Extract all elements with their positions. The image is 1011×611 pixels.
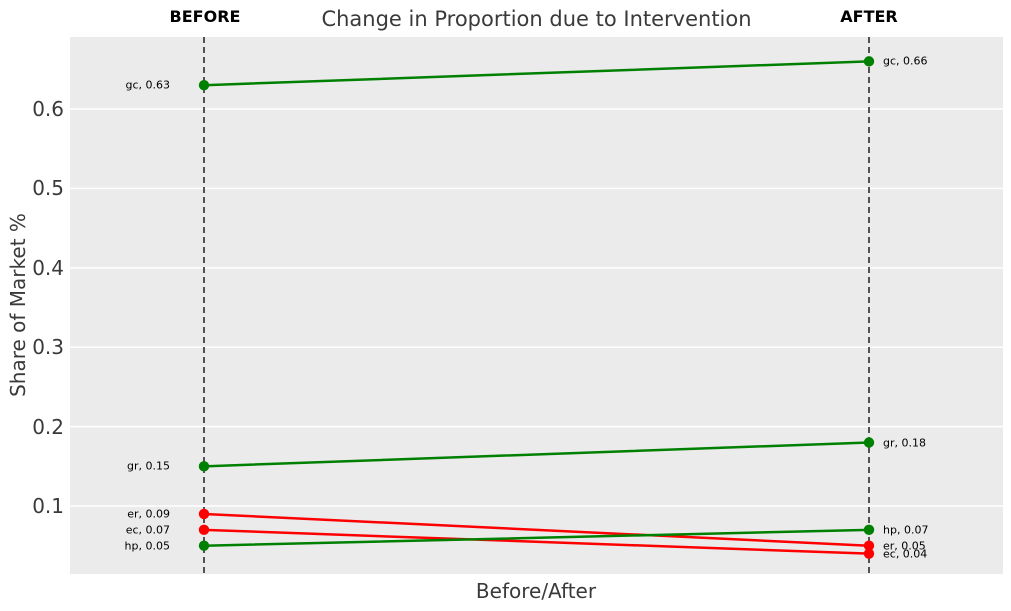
series-line-hp	[202, 528, 871, 547]
point-gr-before	[198, 461, 210, 472]
plot-area	[70, 37, 1003, 574]
annotation-gc-before: gc, 0.63	[125, 78, 170, 92]
y-tick-label-0.6: 0.6	[32, 97, 64, 122]
series-line-ec	[202, 528, 871, 555]
column-label-after: AFTER	[840, 7, 898, 26]
y-tick-label-0.2: 0.2	[32, 414, 64, 439]
annotation-gr-after: gr, 0.18	[883, 436, 926, 449]
series-line-er	[202, 512, 871, 547]
series-line-gr	[202, 441, 871, 468]
annotation-ec-before: ec, 0.07	[125, 523, 170, 537]
point-gr-after	[863, 437, 875, 448]
annotation-gc-after: gc, 0.66	[883, 54, 928, 68]
column-label-before: BEFORE	[169, 7, 241, 26]
series-line-gc	[202, 60, 871, 87]
y-tick-label-0.1: 0.1	[32, 494, 64, 519]
point-ec-after	[863, 548, 875, 559]
annotation-gr-before: gr, 0.15	[127, 459, 170, 473]
point-hp-after	[863, 524, 875, 536]
y-tick-label-0.3: 0.3	[32, 335, 64, 360]
point-hp-before	[198, 540, 210, 551]
slope-chart-canvas	[70, 37, 1003, 574]
point-er-after	[863, 540, 875, 551]
y-tick-label-0.5: 0.5	[32, 176, 64, 201]
point-gc-before	[198, 79, 210, 91]
point-gc-after	[863, 56, 875, 67]
y-axis-title: Share of Market %	[6, 213, 30, 397]
y-tick-label-0.4: 0.4	[32, 255, 64, 280]
point-ec-before	[198, 524, 210, 536]
annotation-er-before: er, 0.09	[127, 507, 170, 521]
annotation-ec-after: ec, 0.04	[883, 547, 928, 561]
annotation-er-after: er, 0.05	[883, 539, 926, 553]
annotation-hp-before: hp, 0.05	[124, 539, 170, 553]
chart-title: Change in Proportion due to Intervention	[321, 7, 752, 31]
annotation-hp-after: hp, 0.07	[883, 523, 929, 537]
point-er-before	[198, 508, 210, 520]
x-axis-title: Before/After	[475, 579, 597, 603]
